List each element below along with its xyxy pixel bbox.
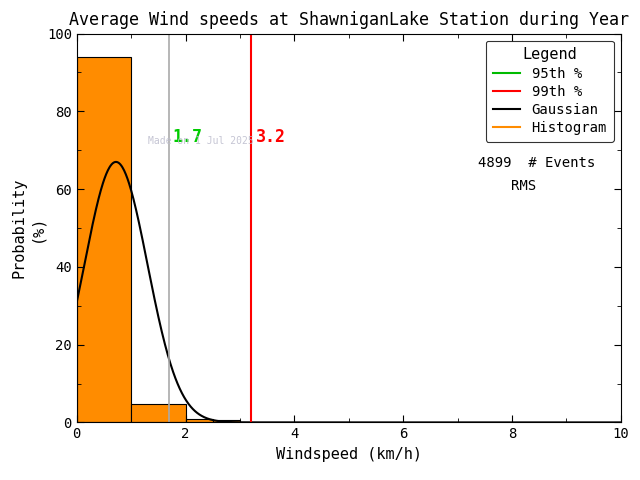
Text: 4899  # Events: 4899 # Events xyxy=(478,156,595,169)
Bar xyxy=(240,421,268,422)
Text: 1.7: 1.7 xyxy=(173,129,202,146)
Bar xyxy=(77,57,131,422)
Bar xyxy=(131,404,186,422)
Bar xyxy=(186,419,212,422)
Text: 3.2: 3.2 xyxy=(257,129,286,146)
Y-axis label: Probability
(%): Probability (%) xyxy=(12,178,44,278)
Legend: 95th %, 99th %, Gaussian, Histogram: 95th %, 99th %, Gaussian, Histogram xyxy=(486,40,614,142)
Bar xyxy=(212,420,240,422)
Text: Made on 1 Jul 2025: Made on 1 Jul 2025 xyxy=(147,136,253,146)
X-axis label: Windspeed (km/h): Windspeed (km/h) xyxy=(276,447,422,462)
Title: Average Wind speeds at ShawniganLake Station during Year: Average Wind speeds at ShawniganLake Sta… xyxy=(69,11,628,29)
Text: RMS: RMS xyxy=(511,179,536,193)
